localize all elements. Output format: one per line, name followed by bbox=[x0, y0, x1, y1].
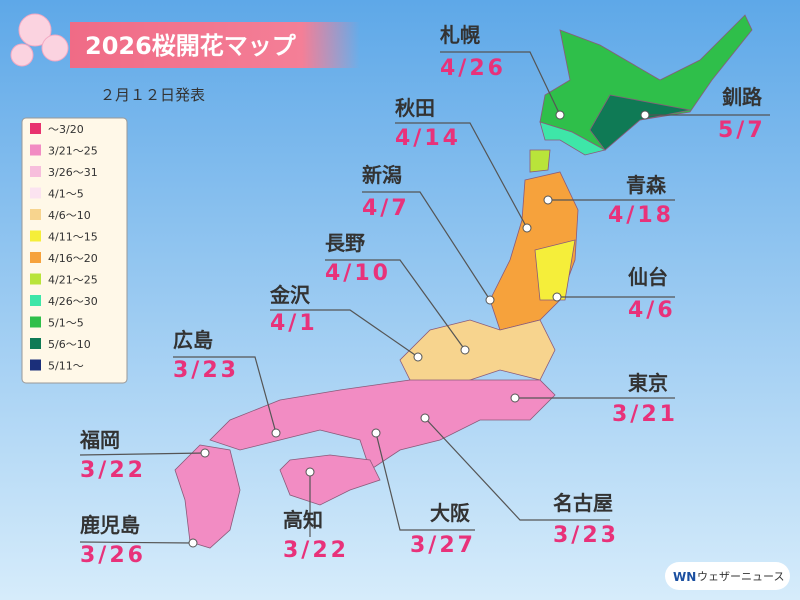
legend-swatch bbox=[30, 230, 41, 242]
city-name: 秋田 bbox=[395, 96, 435, 120]
legend-swatch bbox=[30, 273, 41, 285]
leader-line bbox=[79, 541, 194, 544]
city-name: 広島 bbox=[173, 328, 213, 352]
city-name: 福岡 bbox=[79, 428, 120, 452]
city-date: 4/18 bbox=[608, 203, 674, 228]
leader-line bbox=[424, 417, 610, 521]
city-name: 釧路 bbox=[722, 85, 763, 109]
city-date: 3/22 bbox=[80, 458, 146, 483]
city-date: 4/10 bbox=[325, 261, 391, 286]
city-dot bbox=[413, 352, 423, 362]
city-name: 高知 bbox=[283, 508, 323, 532]
city-dot bbox=[371, 428, 381, 438]
city-date: 3/22 bbox=[283, 538, 349, 563]
city-date: 4/1 bbox=[270, 311, 318, 336]
city-name: 金沢 bbox=[269, 283, 311, 307]
city-dot bbox=[543, 195, 553, 205]
city-date: 4/14 bbox=[395, 126, 461, 151]
city-name: 鹿児島 bbox=[80, 513, 140, 537]
map bbox=[174, 14, 753, 549]
title-banner: 2026桜開花マップ ２月１２日発表 bbox=[10, 13, 360, 104]
legend-swatch bbox=[30, 359, 41, 371]
leader-line bbox=[270, 309, 419, 358]
legend-label: 5/6～10 bbox=[48, 338, 91, 351]
city-date: 5/7 bbox=[718, 118, 766, 143]
city-dot bbox=[188, 538, 198, 548]
city-date: 3/23 bbox=[553, 523, 619, 548]
city-dot bbox=[460, 345, 470, 355]
legend: ～3/20 3/21～25 3/26～31 4/1～5 4/6～10 4/11～15 4/1… bbox=[30, 123, 98, 373]
legend-label: 5/1～5 bbox=[48, 317, 84, 330]
city-name: 仙台 bbox=[628, 265, 668, 289]
leader-line bbox=[362, 191, 491, 301]
city-date: 3/27 bbox=[410, 533, 476, 558]
leader-line bbox=[440, 51, 561, 116]
title: 2026桜開花マップ bbox=[85, 32, 297, 60]
leader-line bbox=[79, 452, 206, 456]
city-date: 3/26 bbox=[80, 543, 146, 568]
logo: WN ウェザーニュース bbox=[665, 562, 790, 590]
date: ２月１２日発表 bbox=[100, 86, 205, 104]
city-dot bbox=[522, 223, 532, 233]
city-dot bbox=[420, 413, 430, 423]
city-dot bbox=[555, 110, 565, 120]
city-name: 長野 bbox=[325, 231, 365, 255]
leader-line bbox=[325, 259, 466, 351]
city-date: 3/21 bbox=[612, 402, 678, 427]
legend-label: 4/6～10 bbox=[48, 209, 91, 222]
city-date: 4/7 bbox=[362, 196, 410, 221]
legend-swatch bbox=[30, 144, 41, 156]
city-dot bbox=[305, 467, 315, 477]
city-name: 大阪 bbox=[430, 501, 471, 525]
legend-label: 4/11～15 bbox=[48, 231, 98, 244]
legend-swatch bbox=[30, 187, 41, 199]
city-name: 札幌 bbox=[439, 23, 480, 47]
leader-line bbox=[395, 122, 528, 229]
legend-swatch bbox=[30, 166, 41, 177]
city-dot bbox=[552, 292, 562, 302]
legend-label: 4/26～30 bbox=[48, 295, 98, 308]
city-date: 3/23 bbox=[173, 358, 239, 383]
city-dot bbox=[200, 448, 210, 458]
leader-line bbox=[173, 356, 277, 434]
city-date: 4/26 bbox=[440, 56, 506, 81]
legend-swatch bbox=[30, 316, 41, 328]
legend-swatch bbox=[30, 252, 41, 263]
city-name: 東京 bbox=[628, 371, 668, 395]
legend-label: 3/21～25 bbox=[48, 145, 98, 158]
city-dot bbox=[485, 295, 495, 305]
svg-text:WN: WN bbox=[673, 570, 696, 584]
city-dot bbox=[640, 110, 650, 120]
legend-swatch bbox=[30, 209, 41, 220]
legend-label: 4/16～20 bbox=[48, 252, 98, 265]
legend-label: ～3/20 bbox=[48, 123, 84, 136]
legend-swatch bbox=[30, 123, 41, 134]
city-name: 新潟 bbox=[362, 163, 402, 187]
legend-label: 4/1～5 bbox=[48, 188, 84, 201]
city-name: 青森 bbox=[626, 173, 667, 197]
logo-text: ウェザーニュース bbox=[697, 570, 784, 583]
city-dot bbox=[510, 393, 520, 403]
city-date: 4/6 bbox=[628, 298, 676, 323]
legend-label: 5/11～ bbox=[48, 360, 84, 373]
city-name: 名古屋 bbox=[553, 491, 613, 515]
legend-swatch bbox=[30, 295, 41, 306]
legend-label: 3/26～31 bbox=[48, 166, 98, 179]
legend-label: 4/21～25 bbox=[48, 274, 98, 287]
legend-box bbox=[21, 117, 128, 384]
cities: 札幌 4/26 釧路 5/7 秋田 4/14 新潟 4/7 青森 4/18 長野 4/10 仙台 4/6 金… bbox=[79, 23, 770, 568]
leader-line bbox=[375, 432, 475, 531]
city-dot bbox=[271, 428, 281, 438]
legend-swatch bbox=[30, 338, 41, 349]
